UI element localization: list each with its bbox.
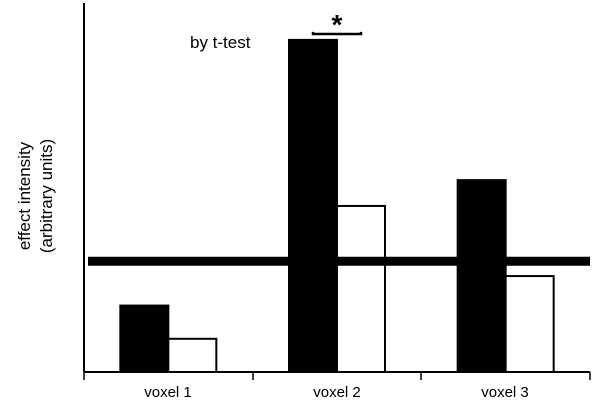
t-test-annotation: by t-test — [190, 33, 251, 52]
y-axis-label-line-2: (arbitrary units) — [37, 139, 56, 253]
x-tick-label-voxel-2: voxel 2 — [313, 384, 361, 401]
bar-black-voxel-2 — [288, 38, 338, 374]
y-axis-label-line-1: effect intensity — [15, 141, 34, 250]
bar-black-voxel-3 — [456, 179, 507, 373]
bar-black-voxel-1 — [119, 304, 170, 373]
significance-bracket — [311, 31, 363, 36]
bar-white-voxel-2 — [336, 204, 386, 373]
x-tick-label-voxel-3: voxel 3 — [481, 384, 529, 401]
bar-white-voxel-3 — [504, 275, 555, 373]
bar-white-voxel-1 — [167, 337, 218, 374]
significance-star: * — [332, 9, 343, 40]
x-tick-label-voxel-1: voxel 1 — [144, 384, 192, 401]
bars-layer — [119, 38, 555, 374]
